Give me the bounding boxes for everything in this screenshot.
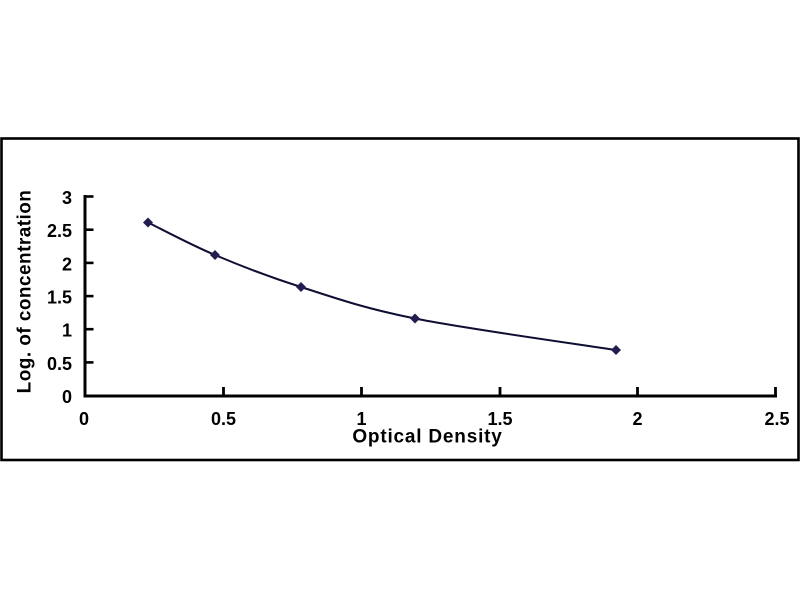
svg-text:Log. of concentration: Log. of concentration: [15, 190, 36, 394]
svg-text:2: 2: [632, 409, 642, 429]
svg-text:Optical Density: Optical Density: [352, 427, 502, 448]
svg-text:2.5: 2.5: [47, 221, 72, 241]
svg-text:1: 1: [62, 321, 72, 341]
svg-text:0.5: 0.5: [47, 354, 72, 374]
svg-text:0: 0: [79, 409, 89, 429]
svg-text:0.5: 0.5: [211, 409, 236, 429]
svg-text:1: 1: [356, 409, 366, 429]
svg-text:1.5: 1.5: [487, 409, 512, 429]
svg-text:0: 0: [62, 387, 72, 407]
svg-text:1.5: 1.5: [47, 288, 72, 308]
svg-text:2.5: 2.5: [764, 409, 789, 429]
svg-text:3: 3: [62, 188, 72, 208]
svg-text:2: 2: [62, 254, 72, 274]
